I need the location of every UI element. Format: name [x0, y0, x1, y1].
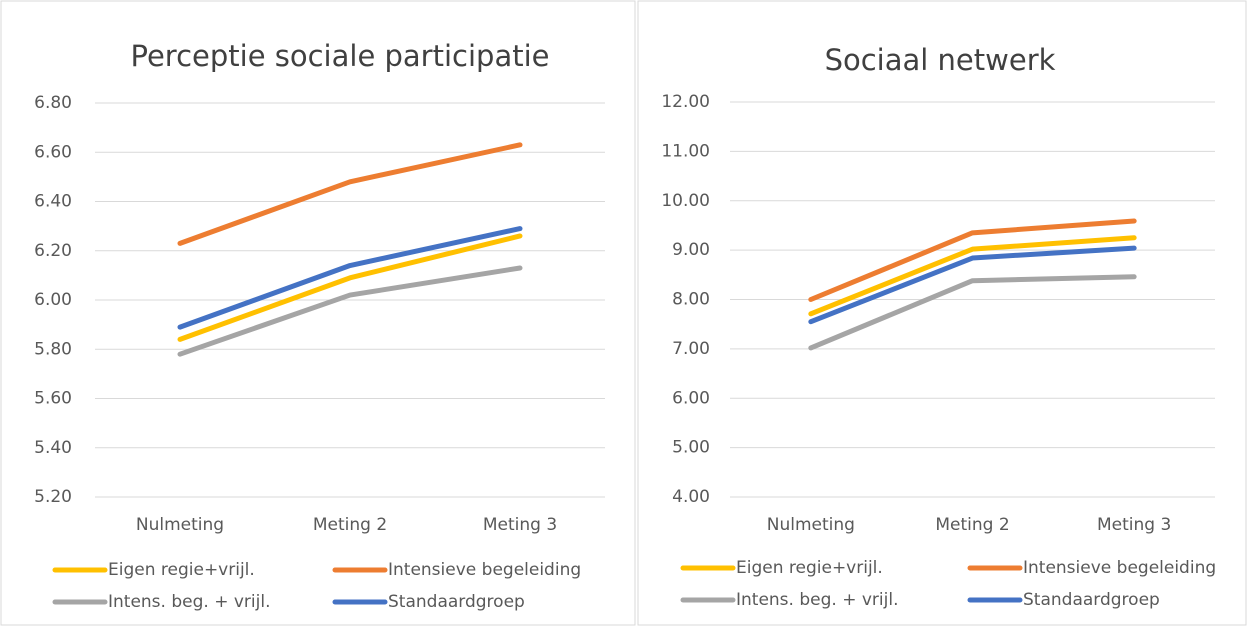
- y-tick-label: 5.60: [34, 389, 72, 409]
- y-tick-label: 4.00: [672, 487, 710, 507]
- legend-label: Intens. beg. + vrijl.: [736, 590, 898, 610]
- chart-title: Sociaal netwerk: [825, 43, 1056, 77]
- x-tick-label: Nulmeting: [767, 515, 855, 535]
- y-tick-label: 8.00: [672, 290, 710, 310]
- series-line: [177, 226, 523, 330]
- x-tick-label: Meting 2: [935, 515, 1009, 535]
- y-tick-label: 5.40: [34, 438, 72, 458]
- legend-label: Intensieve begeleiding: [1023, 558, 1216, 578]
- x-tick-label: Nulmeting: [136, 515, 224, 535]
- panel-border: [0, 0, 636, 626]
- x-tick-label: Meting 2: [313, 515, 387, 535]
- series-line: [808, 245, 1137, 325]
- legend-label: Intens. beg. + vrijl.: [108, 592, 270, 612]
- y-tick-label: 7.00: [672, 339, 710, 359]
- chart-title: Perceptie sociale participatie: [131, 39, 550, 73]
- y-tick-label: 5.00: [672, 438, 710, 458]
- y-tick-label: 6.20: [34, 241, 72, 261]
- x-tick-label: Meting 3: [483, 515, 557, 535]
- legend-label: Eigen regie+vrijl.: [108, 560, 255, 580]
- y-tick-label: 5.20: [34, 487, 72, 507]
- y-tick-label: 11.00: [661, 141, 710, 161]
- y-tick-label: 5.80: [34, 339, 72, 359]
- legend-label: Standaardgroep: [388, 592, 525, 612]
- y-tick-label: 6.40: [34, 192, 72, 212]
- series-line: [177, 233, 523, 342]
- legend-label: Intensieve begeleiding: [388, 560, 581, 580]
- series-line: [808, 274, 1137, 351]
- panel-border: [637, 0, 1247, 626]
- x-tick-label: Meting 3: [1097, 515, 1171, 535]
- y-tick-label: 9.00: [672, 240, 710, 260]
- y-tick-label: 6.60: [34, 142, 72, 162]
- legend-label: Eigen regie+vrijl.: [736, 558, 883, 578]
- series-line: [808, 218, 1137, 302]
- y-tick-label: 6.00: [34, 290, 72, 310]
- series-line: [177, 142, 523, 246]
- y-tick-label: 12.00: [661, 92, 710, 112]
- series-line: [177, 265, 523, 357]
- legend-label: Standaardgroep: [1023, 590, 1160, 610]
- y-tick-label: 6.80: [34, 93, 72, 113]
- y-tick-label: 10.00: [661, 191, 710, 211]
- y-tick-label: 6.00: [672, 388, 710, 408]
- series-line: [808, 235, 1137, 317]
